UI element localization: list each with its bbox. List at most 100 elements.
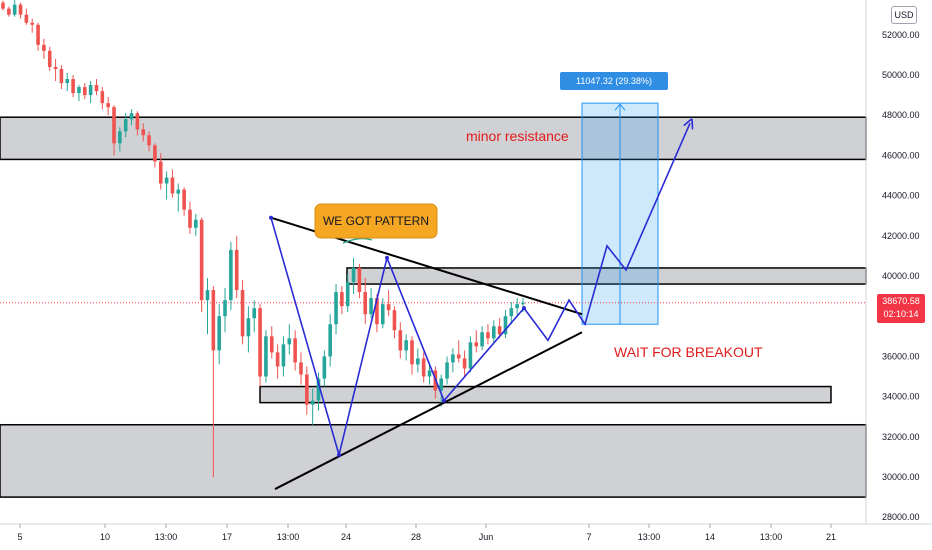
candle-body — [194, 219, 198, 228]
x-axis[interactable]: 5 10 13:00 17 13:00 24 28 Jun 7 13:00 14 13:00 21 — [17, 524, 836, 542]
x-tick-label: 28 — [411, 532, 421, 542]
support-resistance-zones — [0, 116, 867, 498]
candle-body — [369, 298, 373, 315]
candle-body — [217, 316, 221, 351]
y-tick-label: 50000.00 — [882, 70, 920, 80]
x-tick-label: 24 — [341, 532, 351, 542]
last-price-tag: 38670.58 02:10:14 — [877, 294, 925, 323]
y-axis[interactable]: 28000.00 30000.00 32000.00 34000.00 36000.00… — [882, 30, 920, 522]
candle-body — [357, 267, 362, 293]
candle-body — [176, 189, 181, 194]
candle-body — [129, 113, 134, 120]
triangle-lower-line — [274, 331, 583, 490]
candle-body — [141, 129, 146, 136]
candle-body — [118, 131, 122, 144]
candle-body — [106, 103, 110, 108]
minor-resistance-label: minor resistance — [466, 128, 569, 144]
candle-body — [240, 290, 245, 337]
y-tick-label: 30000.00 — [882, 472, 920, 482]
candle-body — [47, 50, 52, 67]
wave-polyline — [270, 123, 690, 459]
candle-body — [1, 2, 5, 9]
y-tick-label: 44000.00 — [882, 191, 920, 201]
wave-point — [269, 215, 273, 220]
y-tick-label: 42000.00 — [882, 231, 920, 241]
candle-body — [515, 304, 519, 309]
candle-body — [380, 304, 385, 325]
candle-body — [182, 189, 186, 210]
candle-body — [322, 356, 327, 379]
candle-body — [24, 14, 29, 23]
candle-body — [427, 370, 432, 377]
candle-body — [456, 354, 461, 359]
candle-body — [223, 300, 227, 317]
candle-body — [416, 358, 420, 365]
candle-body — [480, 332, 484, 347]
candle-body — [135, 113, 140, 130]
candle-body — [468, 342, 473, 369]
candle-body — [188, 209, 192, 228]
candle-body — [497, 326, 502, 335]
candle-body — [100, 91, 105, 104]
candle-body — [82, 87, 87, 96]
wave-point — [522, 306, 526, 311]
y-tick-label: 34000.00 — [882, 392, 920, 402]
candle-body — [77, 87, 81, 94]
measure-label: 11047.32 (29.38%) 1104732 — [560, 72, 668, 104]
x-tick-label: 14 — [705, 532, 715, 542]
x-tick-label: 13:00 — [155, 532, 178, 542]
candle-body — [59, 68, 64, 84]
last-price-value: 38670.58 — [882, 296, 920, 306]
candle-body — [18, 4, 23, 15]
pattern-callout[interactable]: WE GOT PATTERN — [314, 203, 438, 244]
zone-rect — [259, 385, 832, 404]
currency-badge[interactable]: USD — [891, 6, 917, 24]
candle-body — [486, 332, 490, 339]
measure-arrowhead — [614, 103, 626, 111]
candle-body — [398, 330, 403, 351]
projected-wave-path — [269, 123, 690, 459]
candle-body — [521, 302, 525, 305]
candle-body — [363, 292, 368, 315]
countdown-value: 02:10:14 — [883, 309, 919, 319]
x-tick-label: 17 — [222, 532, 232, 542]
candle-body — [509, 308, 514, 317]
candle-body — [112, 107, 116, 144]
y-tick-label: 40000.00 — [882, 271, 920, 281]
candle-body — [345, 282, 350, 307]
candle-body — [205, 290, 210, 301]
candle-body — [264, 336, 268, 377]
wave-point — [442, 398, 446, 403]
x-tick-label: 5 — [17, 532, 22, 542]
candle-body — [421, 358, 426, 377]
pattern-label: WE GOT PATTERN — [323, 214, 429, 228]
candle-body — [451, 354, 455, 363]
candle-body — [246, 318, 251, 337]
candle-body — [71, 79, 75, 94]
candle-body — [299, 362, 303, 375]
candle-body — [269, 336, 274, 353]
wait-for-breakout-label: WAIT FOR BREAKOUT — [614, 344, 763, 360]
candle-body — [164, 177, 169, 184]
candle-body — [305, 374, 309, 405]
x-tick-label: 21 — [826, 532, 836, 542]
candle-body — [258, 308, 262, 377]
candle-body — [211, 290, 216, 351]
candle-body — [30, 22, 35, 25]
x-tick-label: 13:00 — [760, 532, 783, 542]
candle-body — [7, 8, 11, 15]
candle-body — [252, 308, 257, 319]
candlestick-series — [1, 0, 525, 477]
candle-body — [234, 249, 239, 291]
candle-body — [170, 177, 175, 194]
y-tick-label: 46000.00 — [882, 150, 920, 160]
candle-body — [94, 85, 99, 92]
candle-body — [328, 324, 332, 357]
candle-body — [287, 338, 292, 345]
y-tick-label: 52000.00 — [882, 30, 920, 40]
candle-body — [275, 352, 280, 367]
candle-body — [375, 298, 379, 325]
candle-body — [404, 340, 408, 351]
candle-body — [88, 85, 93, 96]
